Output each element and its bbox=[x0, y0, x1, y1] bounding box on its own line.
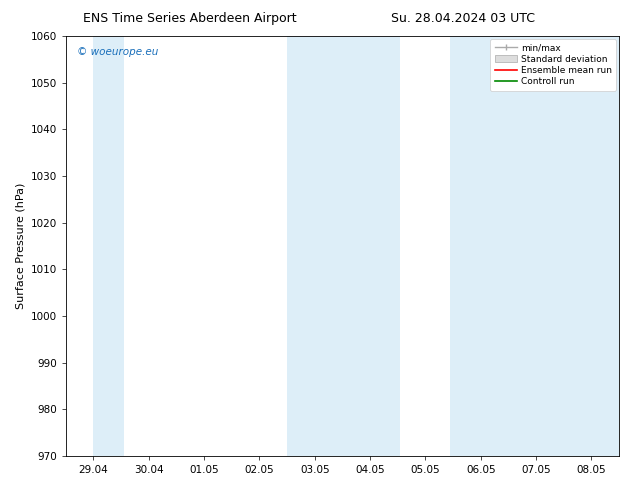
Text: ENS Time Series Aberdeen Airport: ENS Time Series Aberdeen Airport bbox=[84, 12, 297, 25]
Y-axis label: Surface Pressure (hPa): Surface Pressure (hPa) bbox=[15, 183, 25, 309]
Bar bbox=[450, 36, 619, 456]
Text: Su. 28.04.2024 03 UTC: Su. 28.04.2024 03 UTC bbox=[391, 12, 535, 25]
Bar bbox=[287, 36, 401, 456]
Bar bbox=[93, 36, 124, 456]
Legend: min/max, Standard deviation, Ensemble mean run, Controll run: min/max, Standard deviation, Ensemble me… bbox=[490, 39, 616, 91]
Text: © woeurope.eu: © woeurope.eu bbox=[77, 47, 158, 57]
